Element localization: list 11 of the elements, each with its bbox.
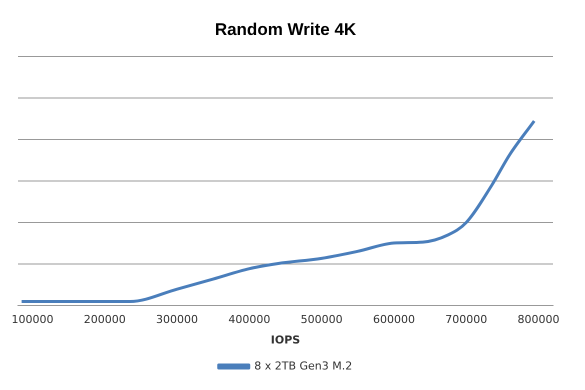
x-tick-label: 600000: [372, 313, 415, 326]
x-tick-label: 500000: [300, 313, 343, 326]
x-tick-label: 300000: [156, 313, 198, 326]
chart-title: Random Write 4K: [214, 20, 357, 39]
x-tick-label: 400000: [228, 313, 270, 326]
x-tick-label: 200000: [84, 313, 126, 326]
x-tick-label: 800000: [518, 313, 560, 326]
x-axis-title: IOPS: [270, 333, 300, 346]
x-tick-label: 700000: [445, 313, 488, 326]
x-tick-label: 100000: [11, 313, 54, 326]
legend-label: 8 x 2TB Gen3 M.2: [254, 359, 352, 372]
